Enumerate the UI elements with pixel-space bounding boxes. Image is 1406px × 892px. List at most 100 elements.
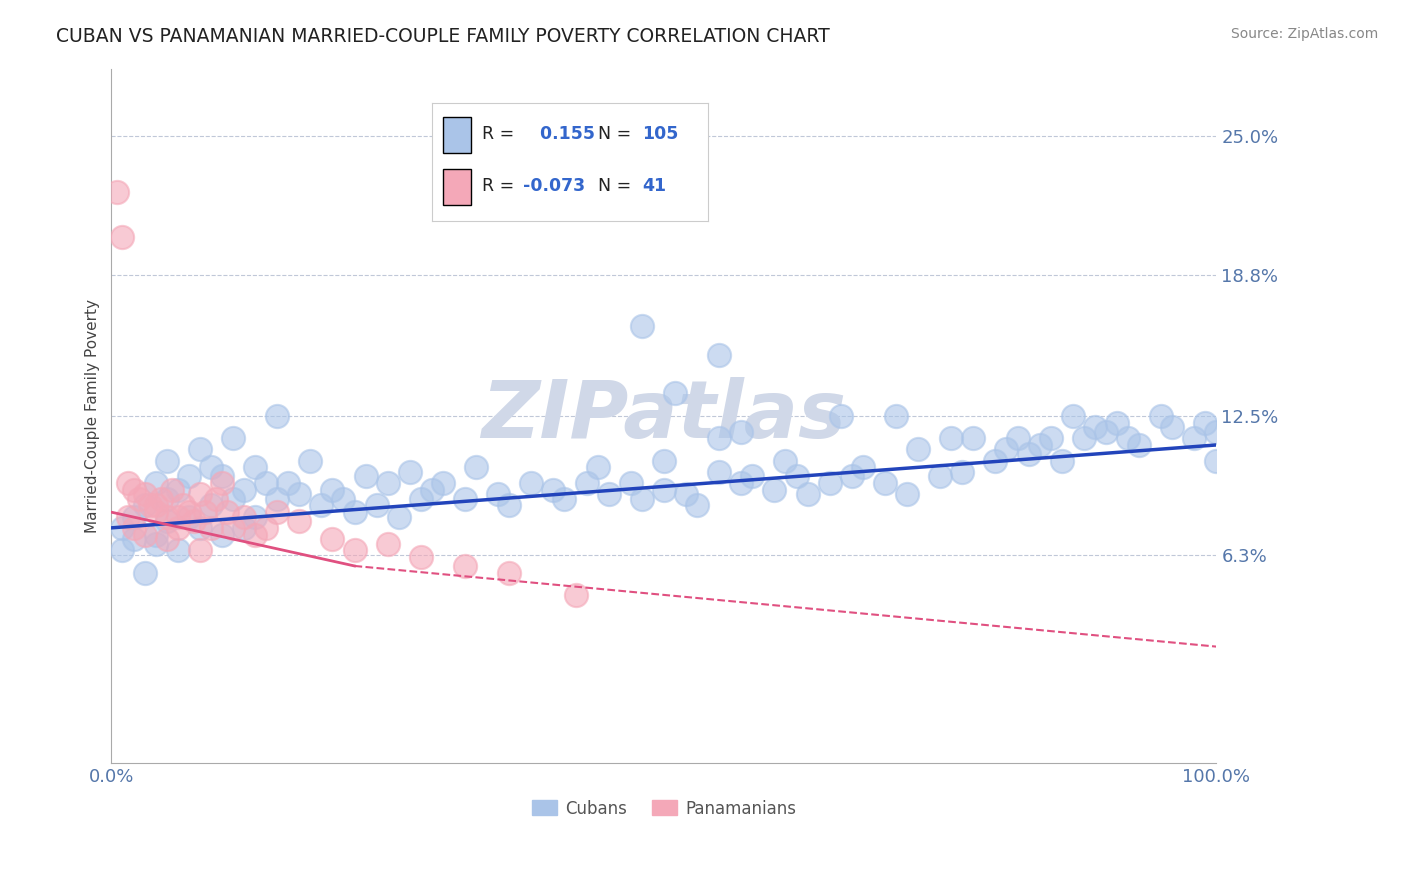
Point: [763, 483, 786, 497]
Point: [311, 499, 333, 513]
Point: [111, 543, 134, 558]
Point: [454, 558, 477, 573]
Point: [388, 509, 411, 524]
Point: [343, 543, 366, 558]
Point: [266, 491, 288, 506]
Point: [1116, 431, 1139, 445]
Point: [995, 442, 1018, 457]
Point: [122, 521, 145, 535]
Point: [1161, 420, 1184, 434]
Point: [145, 499, 167, 513]
Point: [166, 521, 188, 535]
Point: [686, 499, 709, 513]
Point: [1028, 438, 1050, 452]
Point: [377, 476, 399, 491]
Point: [354, 469, 377, 483]
Point: [1084, 420, 1107, 434]
Point: [741, 469, 763, 483]
Point: [896, 487, 918, 501]
Point: [543, 483, 565, 497]
Point: [1095, 425, 1118, 439]
Point: [398, 465, 420, 479]
Point: [233, 521, 256, 535]
Point: [117, 476, 139, 491]
Point: [105, 185, 128, 199]
Point: [150, 491, 173, 506]
Point: [299, 453, 322, 467]
Point: [134, 566, 156, 580]
Point: [188, 442, 211, 457]
Point: [222, 431, 245, 445]
Point: [111, 229, 134, 244]
Point: [630, 491, 652, 506]
Point: [652, 483, 675, 497]
Point: [243, 509, 266, 524]
Point: [841, 469, 863, 483]
Point: [1205, 425, 1227, 439]
Point: [172, 499, 194, 513]
Point: [128, 491, 150, 506]
Point: [830, 409, 852, 423]
Point: [575, 476, 598, 491]
Point: [134, 487, 156, 501]
Point: [664, 386, 686, 401]
Point: [321, 532, 343, 546]
Point: [707, 348, 730, 362]
Point: [145, 536, 167, 550]
Point: [188, 521, 211, 535]
Point: [775, 453, 797, 467]
Point: [254, 521, 277, 535]
Point: [156, 491, 179, 506]
Point: [377, 536, 399, 550]
Point: [266, 409, 288, 423]
Text: CUBAN VS PANAMANIAN MARRIED-COUPLE FAMILY POVERTY CORRELATION CHART: CUBAN VS PANAMANIAN MARRIED-COUPLE FAMIL…: [56, 27, 830, 45]
Point: [707, 431, 730, 445]
Point: [211, 527, 233, 541]
Point: [288, 487, 311, 501]
Point: [134, 527, 156, 541]
Point: [117, 509, 139, 524]
Point: [620, 476, 643, 491]
Legend: Cubans, Panamanians: Cubans, Panamanians: [524, 793, 803, 824]
Point: [962, 431, 984, 445]
Point: [454, 491, 477, 506]
Point: [177, 505, 200, 519]
Point: [211, 476, 233, 491]
Point: [950, 465, 973, 479]
Point: [177, 509, 200, 524]
Point: [1105, 416, 1128, 430]
Point: [156, 532, 179, 546]
Point: [409, 549, 432, 564]
Point: [122, 509, 145, 524]
Point: [277, 476, 299, 491]
Point: [183, 514, 205, 528]
Point: [652, 453, 675, 467]
Point: [1062, 409, 1084, 423]
Point: [145, 527, 167, 541]
Point: [194, 505, 217, 519]
Point: [1182, 431, 1205, 445]
Point: [520, 476, 543, 491]
Text: ZIPatlas: ZIPatlas: [481, 376, 846, 455]
Point: [730, 425, 752, 439]
Point: [1194, 416, 1216, 430]
Point: [420, 483, 443, 497]
Point: [160, 483, 183, 497]
Point: [786, 469, 808, 483]
Point: [796, 487, 818, 501]
Text: Source: ZipAtlas.com: Source: ZipAtlas.com: [1230, 27, 1378, 41]
Point: [145, 476, 167, 491]
Point: [1039, 431, 1062, 445]
Point: [200, 460, 222, 475]
Point: [1018, 447, 1040, 461]
Point: [498, 566, 520, 580]
Point: [145, 505, 167, 519]
Point: [166, 483, 188, 497]
Point: [818, 476, 841, 491]
Point: [254, 476, 277, 491]
Point: [465, 460, 488, 475]
Point: [217, 505, 239, 519]
Point: [884, 409, 907, 423]
Point: [166, 509, 188, 524]
Point: [222, 521, 245, 535]
